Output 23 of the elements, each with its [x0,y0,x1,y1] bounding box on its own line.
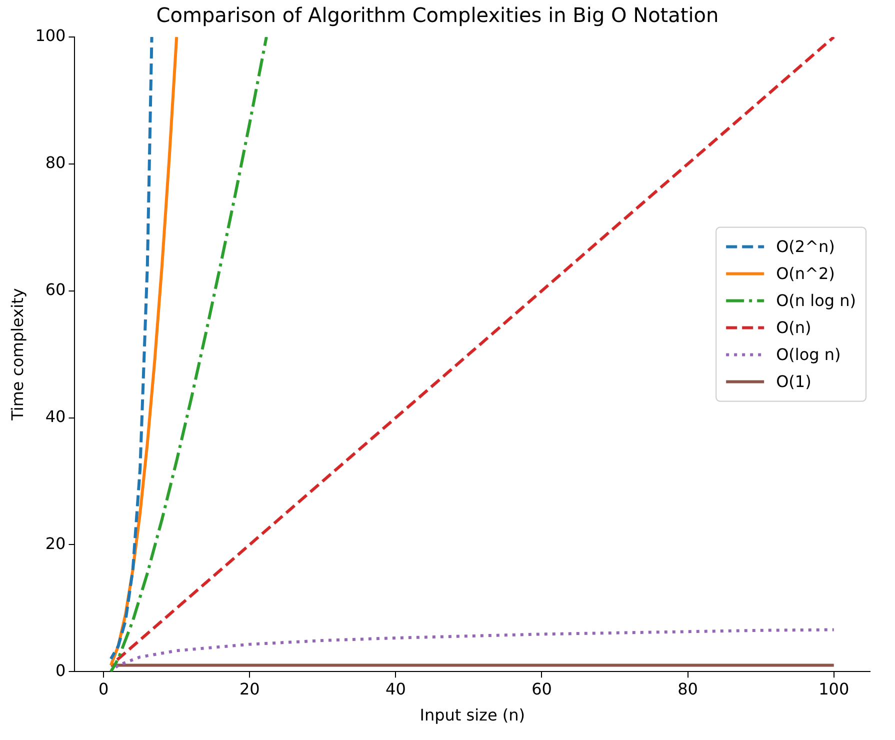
y-tick-label: 100 [35,26,66,46]
x-tick-label: 100 [818,679,850,698]
legend-label: O(n log n) [776,290,856,310]
x-tick-label: 0 [98,679,109,698]
x-tick-label: 80 [678,679,698,698]
x-tick-label: 60 [532,679,552,698]
y-tick-label: 80 [45,153,66,172]
y-tick-label: 0 [56,660,66,680]
chart-title: Comparison of Algorithm Complexities in Big O Notation [156,3,719,28]
x-axis-title: Input size (n) [420,706,525,725]
line-series [109,37,154,660]
y-tick-label: 20 [45,534,66,553]
x-tick-label: 20 [239,679,260,698]
legend-label: O(n) [776,318,812,337]
line-series [109,37,268,672]
legend-label: O(1) [776,372,812,391]
x-tick-label: 40 [386,679,406,698]
legend-label: O(log n) [776,344,841,364]
y-tick-label: 40 [45,406,66,426]
legend-label: O(n^2) [776,264,835,283]
legend-label: O(2^n) [776,236,835,256]
y-axis-title: Time complexity [8,288,27,422]
y-tick-label: 60 [45,280,66,299]
